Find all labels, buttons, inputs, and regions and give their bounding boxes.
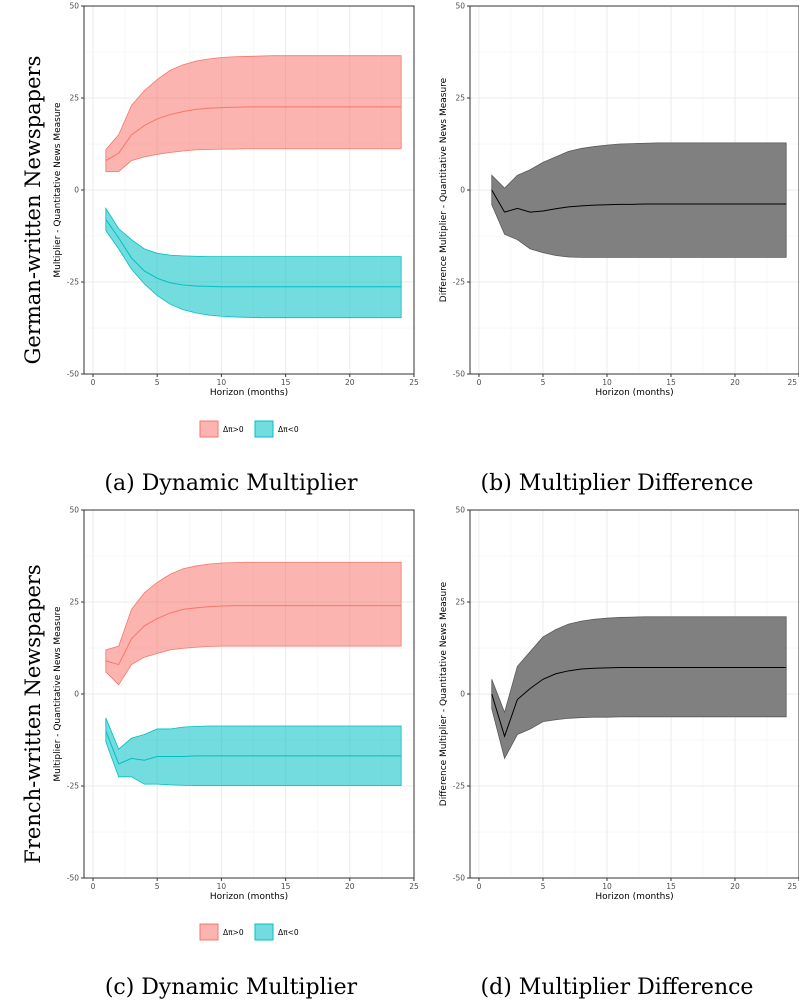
- y-tick-label: -25: [67, 782, 79, 791]
- legend-top: Δπ>0 Δπ<0: [199, 420, 299, 438]
- row-label-french: French-written Newspapers: [21, 564, 45, 863]
- panel-a: -50 -25 0 25 50 0 5 10 15 20 25 Horizon (months) Mul…: [53, 2, 419, 399]
- x-tick-label: 20: [345, 882, 355, 891]
- x-tick-label: 25: [787, 378, 797, 387]
- y-tick-label: 0: [74, 690, 79, 699]
- y-tick-label: 25: [69, 94, 79, 103]
- x-tick-label: 10: [602, 882, 612, 891]
- legend-swatch-neg: [254, 420, 274, 438]
- y-tick-label: 25: [455, 598, 465, 607]
- legend-swatch-pos: [199, 923, 219, 941]
- x-tick-label: 5: [541, 882, 546, 891]
- x-tick-label: 0: [91, 882, 96, 891]
- x-tick-label: 5: [541, 378, 546, 387]
- series-line-1: [105, 219, 402, 288]
- y-tick-label: 0: [460, 690, 465, 699]
- series-line-0: [105, 106, 402, 161]
- x-tick-label: 5: [155, 882, 160, 891]
- x-tick-label: 10: [602, 378, 612, 387]
- x-axis-title: Horizon (months): [595, 892, 673, 902]
- legend-swatch-pos: [199, 420, 219, 438]
- x-tick-label: 0: [91, 378, 96, 387]
- x-tick-label: 10: [217, 882, 227, 891]
- x-tick-label: 25: [409, 378, 419, 387]
- y-tick-label: -50: [67, 370, 79, 379]
- x-axis-title: Horizon (months): [595, 388, 673, 398]
- series-ribbon-0: [105, 561, 402, 686]
- y-tick-label: -25: [67, 278, 79, 287]
- caption-b: (b) Multiplier Difference: [481, 471, 754, 496]
- legend-label-pos: Δπ>0: [223, 928, 244, 937]
- series-ribbon-0: [105, 55, 402, 172]
- y-tick-label: 25: [455, 94, 465, 103]
- series-ribbon-0: [491, 142, 787, 258]
- y-tick-label: -25: [453, 782, 465, 791]
- series-line-0: [491, 667, 787, 738]
- series-ribbon-1: [105, 207, 402, 319]
- x-tick-label: 15: [281, 378, 291, 387]
- x-tick-label: 15: [281, 882, 291, 891]
- y-tick-label: 25: [69, 598, 79, 607]
- x-tick-label: 15: [666, 882, 676, 891]
- y-tick-label: 50: [455, 2, 465, 11]
- series-line-1: [105, 730, 402, 765]
- x-tick-label: 20: [345, 378, 355, 387]
- y-tick-label: 50: [455, 506, 465, 515]
- y-tick-label: 0: [460, 186, 465, 195]
- y-tick-label: -50: [453, 370, 465, 379]
- x-axis-title: Horizon (months): [210, 388, 288, 398]
- y-axis-title: Multiplier - Quantitative News Measure: [53, 606, 63, 782]
- x-tick-label: 25: [409, 882, 419, 891]
- x-tick-label: 5: [155, 378, 160, 387]
- y-tick-label: 0: [74, 186, 79, 195]
- x-tick-label: 0: [477, 378, 482, 387]
- legend-swatch-neg: [254, 923, 274, 941]
- x-axis-title: Horizon (months): [210, 892, 288, 902]
- panel-d: -50 -25 0 25 50 0 5 10 15 20 25 Horizon (months) Dif…: [439, 506, 799, 902]
- legend-label-neg: Δπ<0: [278, 928, 299, 937]
- series-line-0: [491, 189, 787, 213]
- row-label-german: German-written Newspapers: [21, 56, 45, 365]
- x-tick-label: 20: [730, 882, 740, 891]
- y-tick-label: 50: [69, 2, 79, 11]
- x-tick-label: 20: [730, 378, 740, 387]
- y-tick-label: -50: [67, 874, 79, 883]
- series-line-0: [105, 605, 402, 666]
- x-tick-label: 25: [787, 882, 797, 891]
- y-tick-label: 50: [69, 506, 79, 515]
- y-tick-label: -25: [453, 278, 465, 287]
- y-axis-title: Difference Multiplier - Quantitative New…: [439, 77, 449, 302]
- series-ribbon-0: [491, 616, 787, 760]
- y-axis-title: Multiplier - Quantitative News Measure: [53, 102, 63, 278]
- caption-d: (d) Multiplier Difference: [481, 975, 754, 1000]
- x-tick-label: 10: [217, 378, 227, 387]
- panel-c: -50 -25 0 25 50 0 5 10 15 20 25 Horizon (months) Mul…: [53, 506, 419, 903]
- x-tick-label: 0: [477, 882, 482, 891]
- y-tick-label: -50: [453, 874, 465, 883]
- caption-c: (c) Dynamic Multiplier: [105, 975, 358, 1000]
- panel-b: -50 -25 0 25 50 0 5 10 15 20 25 Horizon (months) Dif…: [439, 2, 799, 398]
- legend-label-neg: Δπ<0: [278, 425, 299, 434]
- x-tick-label: 15: [666, 378, 676, 387]
- series-ribbon-1: [105, 717, 402, 787]
- y-axis-title: Difference Multiplier - Quantitative New…: [439, 581, 449, 806]
- legend-bottom: Δπ>0 Δπ<0: [199, 923, 299, 941]
- legend-label-pos: Δπ>0: [223, 425, 244, 434]
- caption-a: (a) Dynamic Multiplier: [104, 471, 358, 496]
